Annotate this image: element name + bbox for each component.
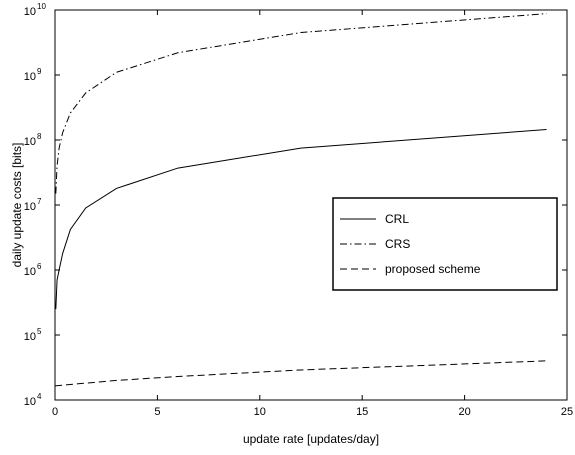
y-tick-exponent: 8 — [37, 132, 42, 141]
x-tick-label: 5 — [154, 406, 160, 418]
y-tick-label: 10 — [24, 266, 36, 278]
y-tick-label: 10 — [24, 331, 36, 343]
series-line-crs — [55, 13, 547, 194]
x-axis-label: update rate [updates/day] — [243, 432, 379, 446]
legend-box — [332, 197, 558, 291]
y-tick-exponent: 7 — [37, 197, 42, 206]
y-tick-label: 10 — [24, 71, 36, 83]
y-tick-exponent: 10 — [37, 2, 46, 11]
legend-label-crs: CRS — [385, 237, 410, 251]
legend-label-crl: CRL — [385, 212, 409, 226]
x-tick-label: 20 — [458, 406, 470, 418]
series-line-crl — [55, 129, 547, 310]
series-line-proposed-scheme — [54, 360, 547, 387]
y-tick-label: 10 — [24, 6, 36, 18]
y-axis-label: daily update costs [bits] — [10, 143, 24, 268]
x-tick-label: 15 — [356, 406, 368, 418]
marks-layer — [54, 13, 547, 387]
x-tick-label: 10 — [254, 406, 266, 418]
y-tick-label: 10 — [24, 396, 36, 408]
y-tick-label: 10 — [24, 201, 36, 213]
x-tick-label: 0 — [52, 406, 58, 418]
legend-label-proposed-scheme: proposed scheme — [385, 262, 481, 276]
y-tick-exponent: 9 — [37, 67, 42, 76]
y-tick-exponent: 5 — [37, 327, 42, 336]
y-tick-exponent: 6 — [37, 262, 42, 271]
y-tick-exponent: 4 — [37, 392, 42, 401]
legend: CRL CRS proposed scheme — [332, 197, 558, 291]
x-tick-label: 25 — [561, 406, 573, 418]
y-tick-label: 10 — [24, 136, 36, 148]
